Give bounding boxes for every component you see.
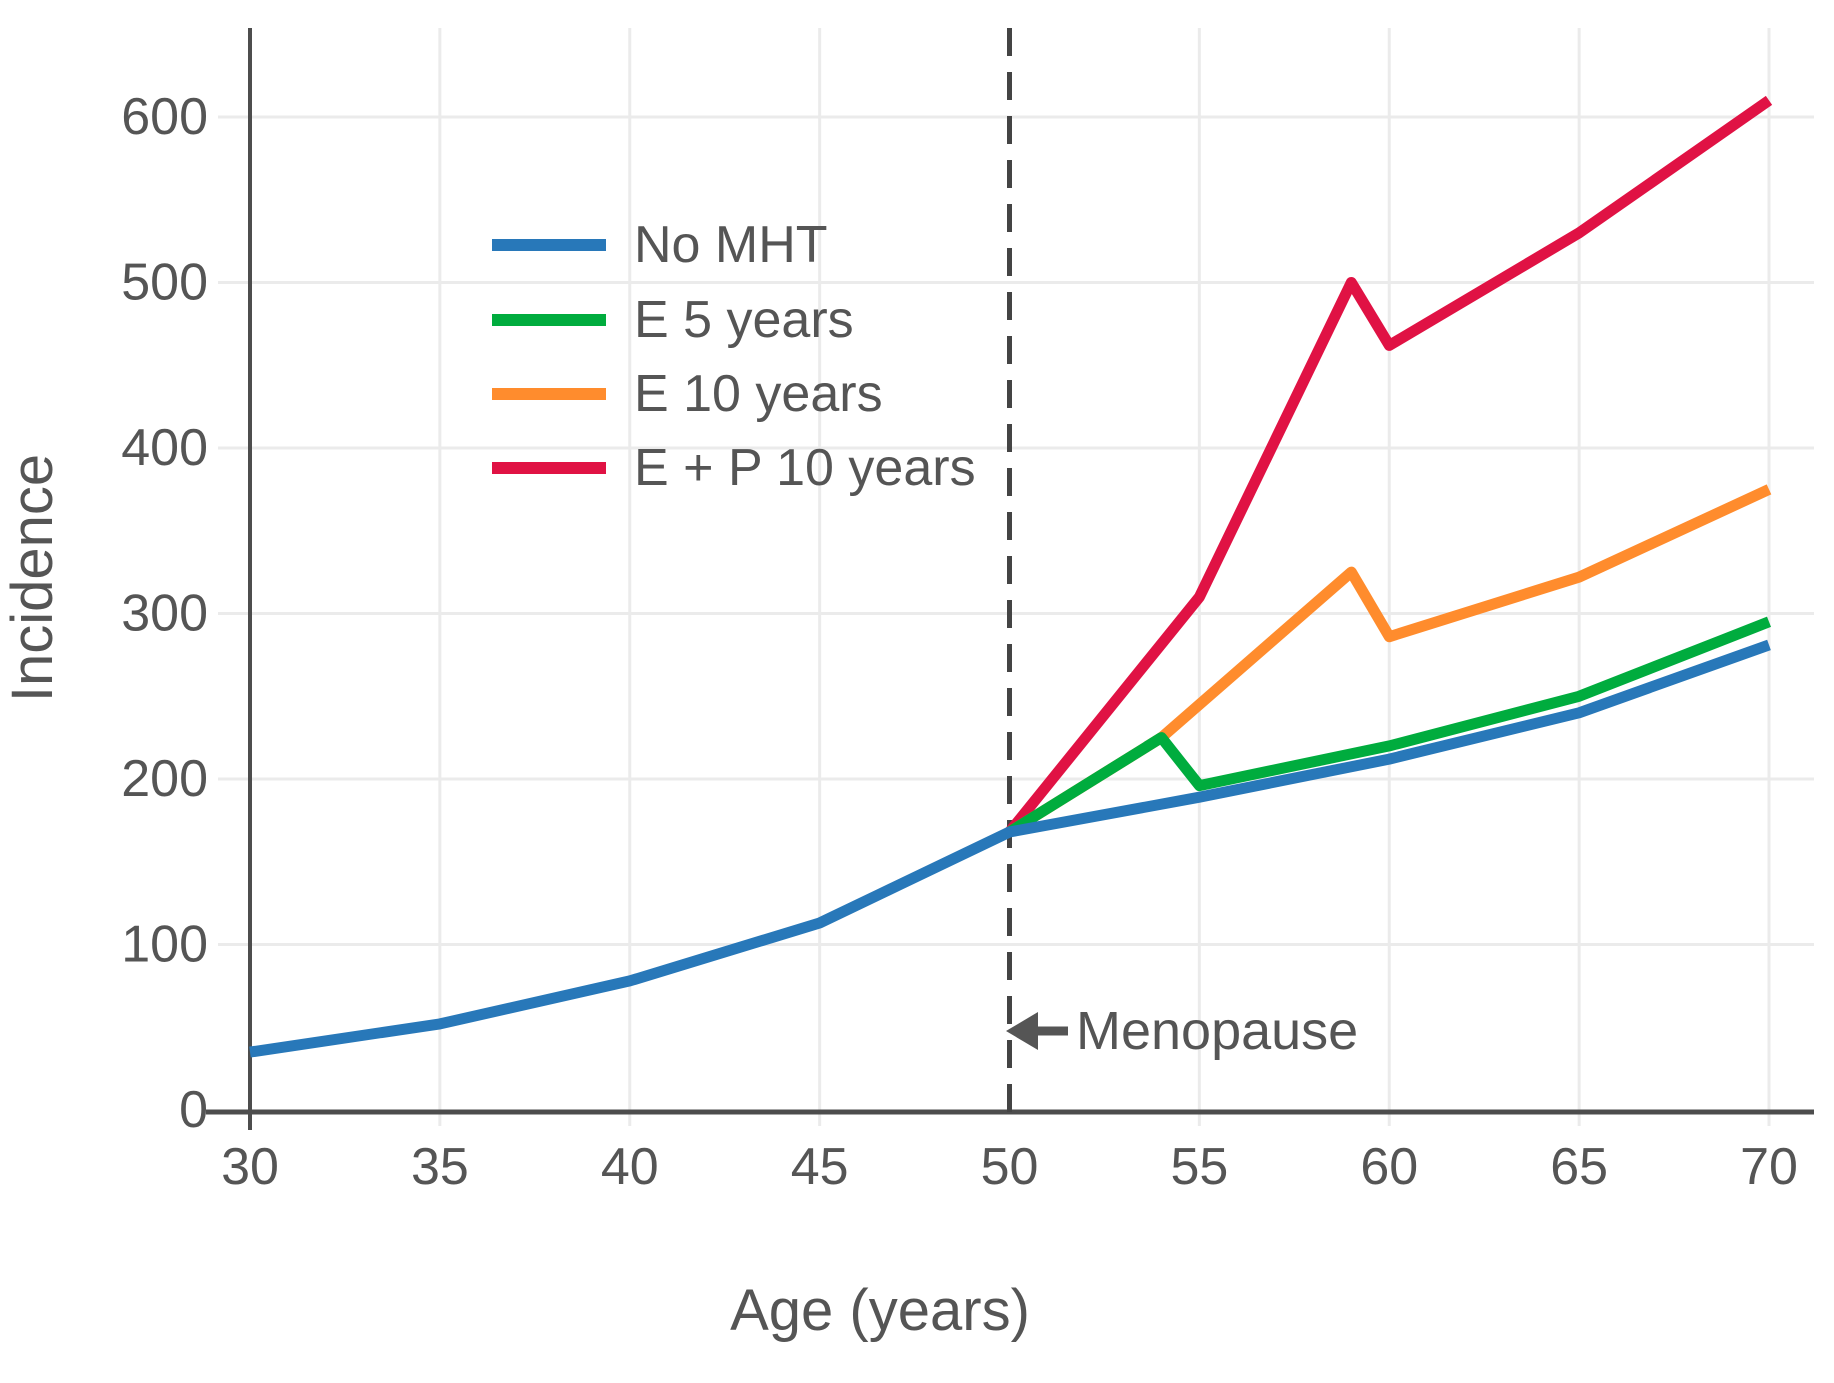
x-tick-label-65: 65: [1550, 1138, 1608, 1196]
legend-label-e-10-years: E 10 years: [634, 365, 883, 423]
x-tick-label-40: 40: [601, 1138, 659, 1196]
y-axis-label: Incidence: [0, 454, 65, 702]
x-tick-label-50: 50: [981, 1138, 1039, 1196]
series-line-e-5-years: [1006, 616, 1772, 837]
series-layer: [249, 95, 1773, 1058]
legend-label-no-mht: No MHT: [634, 216, 828, 274]
y-tick-label-100: 100: [121, 916, 208, 974]
y-tick-label-0: 0: [179, 1081, 208, 1139]
x-axis-label: Age (years): [730, 1278, 1030, 1343]
legend-label-e-p-10-years: E + P 10 years: [634, 439, 976, 497]
y-tick-label-300: 300: [121, 585, 208, 643]
legend-row: E 5 years: [492, 291, 854, 349]
legend-row: No MHT: [492, 216, 828, 274]
legend: No MHT E 5 years E 10 years E + P 10 yea…: [492, 216, 976, 497]
menopause-annotation: Menopause: [1006, 1001, 1358, 1061]
y-tick-label-600: 600: [121, 88, 208, 146]
legend-row: E + P 10 years: [492, 439, 976, 497]
series-line-no-mht: [249, 639, 1771, 1058]
y-tick-label-200: 200: [121, 750, 208, 808]
menopause-arrow-head-icon: [1006, 1012, 1038, 1050]
x-tick-label-45: 45: [791, 1138, 849, 1196]
x-tick-label-30: 30: [221, 1138, 279, 1196]
menopause-label: Menopause: [1076, 1001, 1358, 1061]
x-tick-label-70: 70: [1740, 1138, 1798, 1196]
legend-label-e-5-years: E 5 years: [634, 291, 854, 349]
x-tick-label-60: 60: [1360, 1138, 1418, 1196]
tick-label-layer: 30 35 40 45 50 55 60 65 70 0 100 200 300 400 500 600: [121, 88, 1798, 1196]
legend-row: E 10 years: [492, 365, 883, 423]
series-line-e-p-10-years: [1005, 95, 1773, 836]
x-tick-label-35: 35: [411, 1138, 469, 1196]
y-tick-label-500: 500: [121, 254, 208, 312]
y-tick-label-400: 400: [121, 419, 208, 477]
x-tick-label-55: 55: [1170, 1138, 1228, 1196]
